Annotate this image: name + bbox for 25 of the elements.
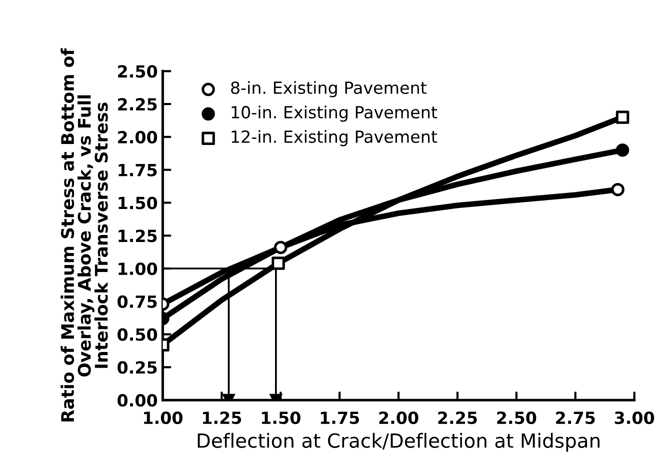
y-tick-label: 2.25 <box>118 98 157 111</box>
x-tick-label: 1.25 <box>203 411 242 424</box>
legend-label: 12-in. Existing Pavement <box>232 130 438 146</box>
legend-label: 10-in. Existing Pavement <box>232 106 438 122</box>
y-tick-label: 0.75 <box>118 295 157 308</box>
legend-label: 8-in. Existing Pavement <box>231 81 426 98</box>
y-tick-label: 1.00 <box>118 262 158 276</box>
x-tick-label: 1.00 <box>144 411 183 424</box>
y-tick-label: 1.25 <box>118 230 157 242</box>
x-tick-label: 2.50 <box>497 411 536 424</box>
y-axis-title: Ratio of Maximum Stress at Bottom of Overlay, Above Crack, vs Full Interlock Transverse Stress <box>60 48 108 422</box>
x-tick-label: 2.25 <box>438 411 477 424</box>
x-tick-label: 1.50 <box>262 411 300 424</box>
x-tick-label: 3.00 <box>614 411 654 424</box>
y-tick-label: 2.00 <box>118 130 158 144</box>
x-tick-label: 2.75 <box>556 411 595 424</box>
y-tick-label: 0.25 <box>118 361 157 374</box>
y-tick-label: 0.00 <box>118 394 158 407</box>
y-tick-label: 0.50 <box>118 328 158 341</box>
x-tick-label: 2.00 <box>379 411 418 424</box>
x-tick-label: 1.75 <box>320 412 359 424</box>
y-tick-label: 1.50 <box>118 196 158 210</box>
y-tick-label: 2.50 <box>118 65 158 78</box>
y-tick-label: 1.75 <box>118 164 157 176</box>
x-axis-title: Deflection at Crack/Deflection at Midspan <box>198 432 600 452</box>
